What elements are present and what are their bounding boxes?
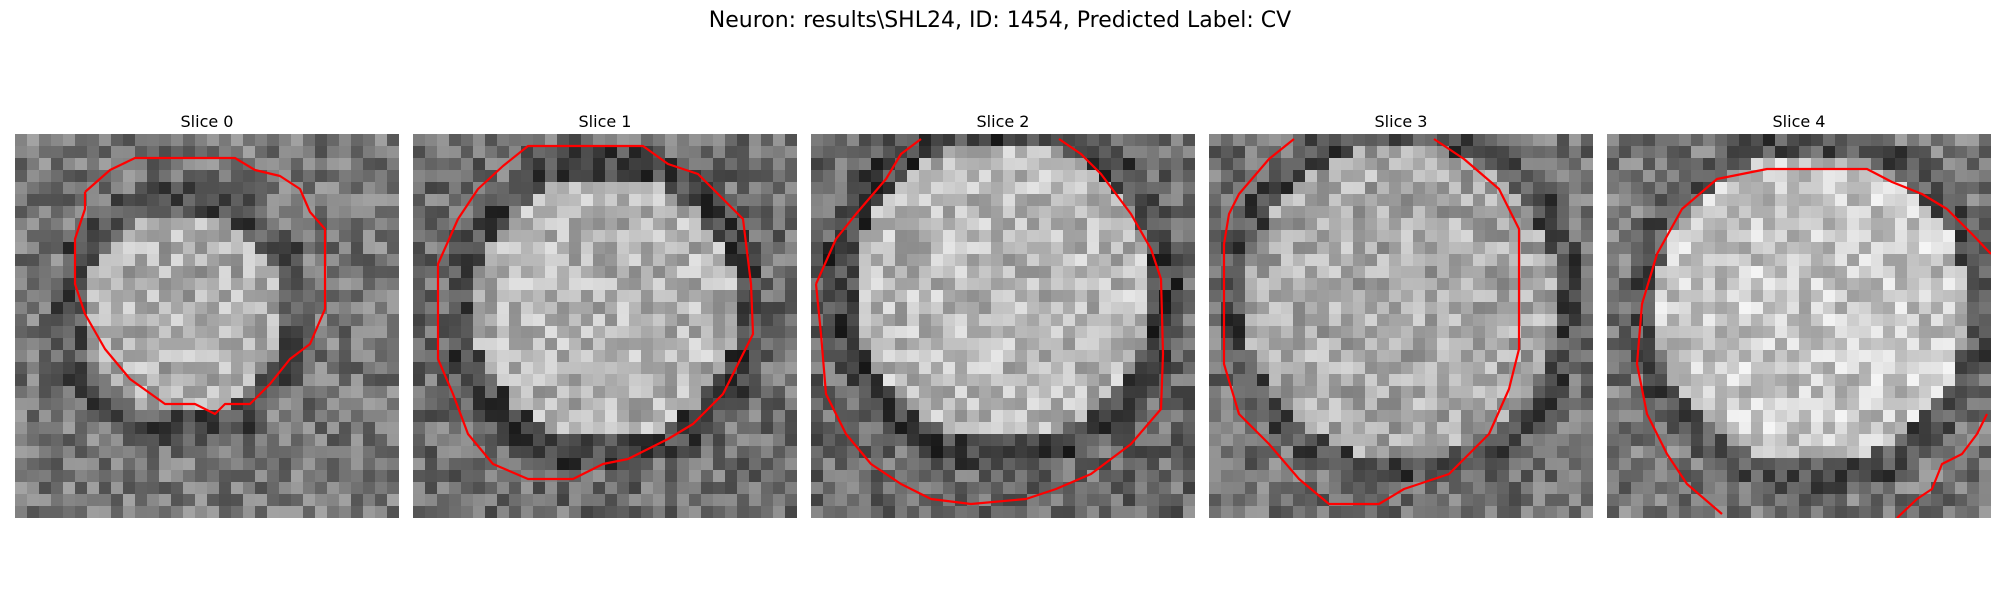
slice-image [811,134,1195,518]
slice-panel-0: Slice 0 [15,110,399,518]
slice-title: Slice 1 [578,112,632,131]
contour-line [73,156,327,416]
slice-panel-3: Slice 3 [1209,110,1593,518]
contour-line [814,138,1165,506]
contour-line [1635,167,1991,515]
slice-image [1607,134,1991,518]
slice-panel-2: Slice 2 [811,110,1195,518]
slice-image [1209,134,1593,518]
slice-title: Slice 4 [1772,112,1826,131]
slice-title: Slice 2 [976,112,1030,131]
slice-image [413,134,797,518]
contour-line [1222,138,1521,506]
pixel-grid [1607,134,1991,518]
pixel-grid [1209,134,1593,518]
contour-line [814,138,922,285]
figure-title: Neuron: results\SHL24, ID: 1454, Predict… [708,8,1292,33]
contour-line [1896,413,1988,518]
pixel-grid [413,134,797,518]
pixel-grid [15,134,399,518]
slice-panel-4: Slice 4 [1607,110,1991,518]
slice-title: Slice 3 [1374,112,1428,131]
slice-panel-1: Slice 1 [413,110,797,518]
slice-image [15,134,399,518]
slice-title: Slice 0 [180,112,234,131]
contour-line [436,144,755,481]
